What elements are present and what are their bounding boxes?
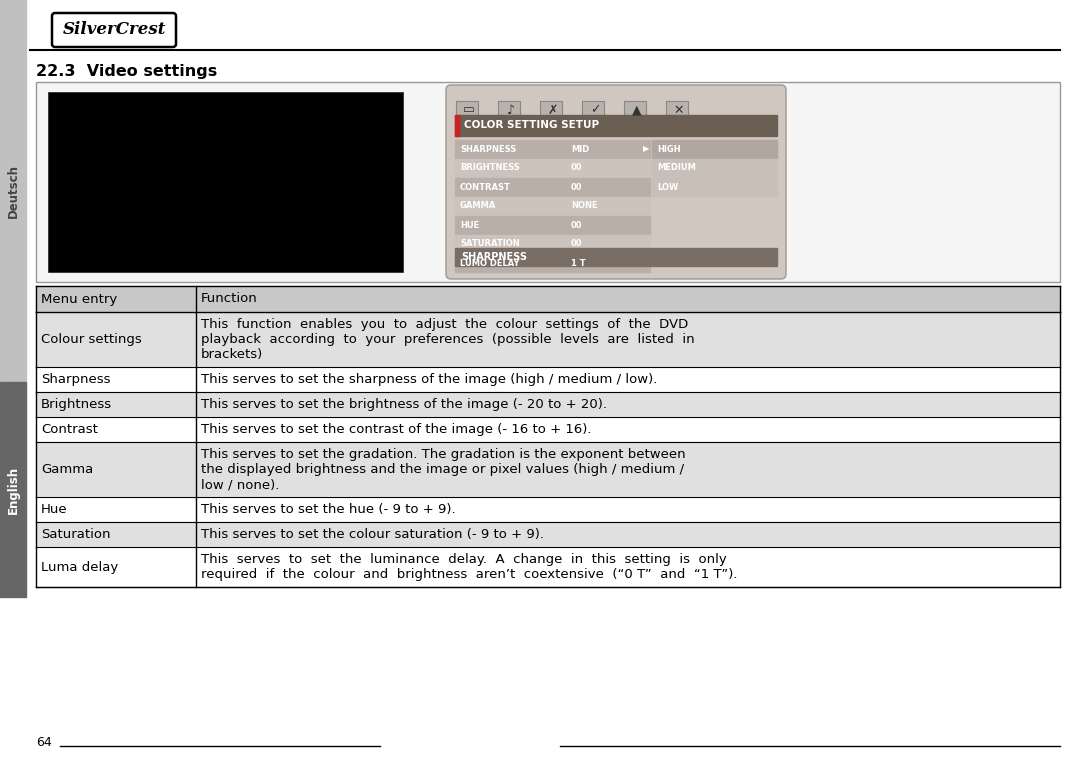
Text: This  function  enables  you  to  adjust  the  colour  settings  of  the  DVD: This function enables you to adjust the … (201, 318, 688, 331)
Text: ✕: ✕ (674, 104, 685, 117)
Bar (455, 178, 650, 196)
Text: This serves to set the sharpness of the image (high / medium / low).: This serves to set the sharpness of the … (201, 373, 658, 386)
Text: 00: 00 (571, 239, 582, 248)
Text: SHARPNESS: SHARPNESS (461, 252, 527, 262)
Text: This serves to set the hue (- 9 to + 9).: This serves to set the hue (- 9 to + 9). (201, 503, 456, 516)
Text: ▶: ▶ (643, 145, 649, 153)
Bar (36, 522, 1059, 547)
Text: This serves to set the brightness of the image (- 20 to + 20).: This serves to set the brightness of the… (201, 398, 607, 411)
Bar (36, 417, 1059, 442)
Bar (540, 101, 562, 123)
Text: 64: 64 (36, 735, 52, 748)
Bar (0, 0, 26, 382)
Text: This serves to set the gradation. The gradation is the exponent between: This serves to set the gradation. The gr… (201, 448, 686, 461)
Text: Brightness: Brightness (41, 398, 112, 411)
Text: playback  according  to  your  preferences  (possible  levels  are  listed  in: playback according to your preferences (… (201, 333, 694, 346)
Text: This  serves  to  set  the  luminance  delay.  A  change  in  this  setting  is : This serves to set the luminance delay. … (201, 553, 727, 566)
Bar (624, 101, 646, 123)
Text: ✗: ✗ (548, 104, 558, 117)
Bar (455, 115, 459, 136)
Text: ▲: ▲ (632, 104, 642, 117)
FancyBboxPatch shape (52, 13, 176, 47)
Bar (652, 159, 777, 177)
Bar (36, 497, 1059, 522)
Text: English: English (6, 466, 19, 514)
Bar (36, 392, 1059, 417)
Bar (455, 197, 650, 215)
Text: 00: 00 (571, 164, 582, 172)
Text: HIGH: HIGH (657, 145, 680, 153)
Text: NONE: NONE (571, 201, 597, 210)
Bar (36, 82, 1059, 282)
Bar (36, 442, 1059, 497)
Bar (36, 286, 1059, 312)
Bar (455, 159, 650, 177)
Text: Deutsch: Deutsch (6, 164, 19, 218)
Text: This serves to set the colour saturation (- 9 to + 9).: This serves to set the colour saturation… (201, 528, 544, 541)
Text: Luma delay: Luma delay (41, 561, 118, 574)
Text: 00: 00 (571, 220, 582, 229)
Text: MID: MID (571, 145, 590, 153)
Text: Sharpness: Sharpness (41, 373, 110, 386)
Bar (36, 547, 1059, 587)
Text: HUE: HUE (460, 220, 480, 229)
Text: SATURATION: SATURATION (460, 239, 519, 248)
Text: Hue: Hue (41, 503, 68, 516)
Text: Colour settings: Colour settings (41, 333, 141, 346)
Bar (455, 235, 650, 253)
Bar (48, 92, 403, 272)
Text: ✓: ✓ (590, 104, 600, 117)
Bar (666, 101, 688, 123)
Text: Menu entry: Menu entry (41, 293, 118, 306)
Bar (455, 115, 777, 136)
Text: Function: Function (201, 293, 258, 306)
Bar (582, 101, 604, 123)
Text: SilverCrest: SilverCrest (63, 21, 165, 37)
Bar (498, 101, 519, 123)
Text: LOW: LOW (657, 183, 678, 191)
Bar (455, 254, 650, 272)
Bar (652, 178, 777, 196)
Text: brackets): brackets) (201, 348, 264, 361)
Text: the displayed brightness and the image or pixel values (high / medium /: the displayed brightness and the image o… (201, 463, 684, 476)
Text: ▭: ▭ (463, 104, 475, 117)
Text: required  if  the  colour  and  brightness  aren’t  coextensive  (“0 T”  and  “1: required if the colour and brightness ar… (201, 568, 738, 581)
Bar (0, 382, 26, 597)
Bar (455, 216, 650, 234)
Text: low / none).: low / none). (201, 478, 280, 491)
Bar (455, 140, 650, 158)
Text: Contrast: Contrast (41, 423, 98, 436)
Text: This serves to set the contrast of the image (- 16 to + 16).: This serves to set the contrast of the i… (201, 423, 592, 436)
Text: SHARPNESS: SHARPNESS (460, 145, 516, 153)
FancyBboxPatch shape (446, 85, 786, 279)
Bar (36, 312, 1059, 367)
Text: BRIGHTNESS: BRIGHTNESS (460, 164, 519, 172)
Text: 1 T: 1 T (571, 258, 585, 267)
Text: Saturation: Saturation (41, 528, 110, 541)
Text: LUMO DELAY: LUMO DELAY (460, 258, 519, 267)
Text: MEDIUM: MEDIUM (657, 164, 696, 172)
Text: 00: 00 (571, 183, 582, 191)
Text: COLOR SETTING SETUP: COLOR SETTING SETUP (464, 120, 599, 130)
Bar (652, 140, 777, 158)
Bar (455, 248, 777, 266)
Text: Gamma: Gamma (41, 463, 93, 476)
Text: GAMMA: GAMMA (460, 201, 497, 210)
Bar (36, 367, 1059, 392)
Text: 22.3  Video settings: 22.3 Video settings (36, 64, 217, 79)
Text: CONTRAST: CONTRAST (460, 183, 511, 191)
Bar (456, 101, 478, 123)
Text: ♪: ♪ (507, 104, 515, 117)
